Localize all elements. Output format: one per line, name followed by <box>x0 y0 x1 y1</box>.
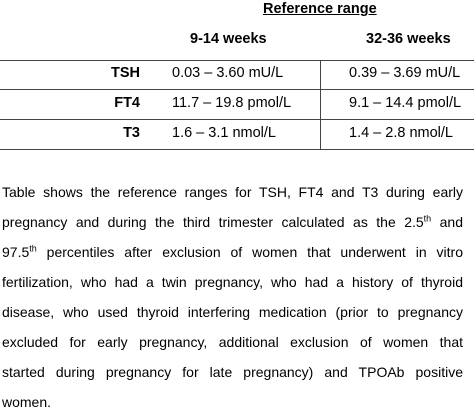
cell: 9.1 – 14.4 pmol/L <box>349 95 462 111</box>
superscript: th <box>29 243 37 254</box>
caption-text: Table shows the reference ranges for TSH… <box>2 184 463 200</box>
caption-text: pregnancy and during the third trimester… <box>2 214 424 230</box>
caption-text: 97.5 <box>2 244 30 260</box>
caption-line: women. <box>2 387 463 417</box>
column-header: 9-14 weeks <box>190 31 267 47</box>
column-rule <box>320 60 321 150</box>
caption-line: 97.5th percentiles after exclusion of wo… <box>2 237 463 267</box>
rule <box>0 119 474 120</box>
caption-text: disease, who used thyroid interfering me… <box>2 304 463 320</box>
caption-line: started during pregnancy for late pregna… <box>2 357 463 387</box>
caption-text: excluded for early pregnancy, additional… <box>2 334 463 350</box>
cell: 0.03 – 3.60 mU/L <box>172 65 284 81</box>
row-label: FT4 <box>114 95 140 111</box>
row-label: TSH <box>111 65 140 81</box>
cell: 1.4 – 2.8 nmol/L <box>349 125 453 141</box>
caption-line: fertilization, who had a twin pregnancy,… <box>2 267 463 297</box>
caption-text: started during pregnancy for late pregna… <box>2 364 463 380</box>
caption-text: and <box>431 214 464 230</box>
rule <box>0 60 474 61</box>
caption-line: excluded for early pregnancy, additional… <box>2 327 463 357</box>
cell: 0.39 – 3.69 mU/L <box>349 65 461 81</box>
row-label: T3 <box>123 125 140 141</box>
rule <box>0 89 474 90</box>
superscript: th <box>423 213 432 224</box>
caption-line: pregnancy and during the third trimester… <box>2 207 463 237</box>
caption-text: women. <box>2 394 52 410</box>
cell: 11.7 – 19.8 pmol/L <box>172 95 292 111</box>
caption-text: percentiles after exclusion of women tha… <box>36 244 463 260</box>
group-header: Reference range <box>263 1 377 17</box>
cell: 1.6 – 3.1 nmol/L <box>172 125 276 141</box>
column-header: 32-36 weeks <box>366 31 451 47</box>
caption-line: disease, who used thyroid interfering me… <box>2 297 463 327</box>
rule <box>0 149 474 150</box>
caption-text: fertilization, who had a twin pregnancy,… <box>2 274 463 290</box>
caption-line: Table shows the reference ranges for TSH… <box>2 177 463 207</box>
caption: Table shows the reference ranges for TSH… <box>2 177 463 417</box>
